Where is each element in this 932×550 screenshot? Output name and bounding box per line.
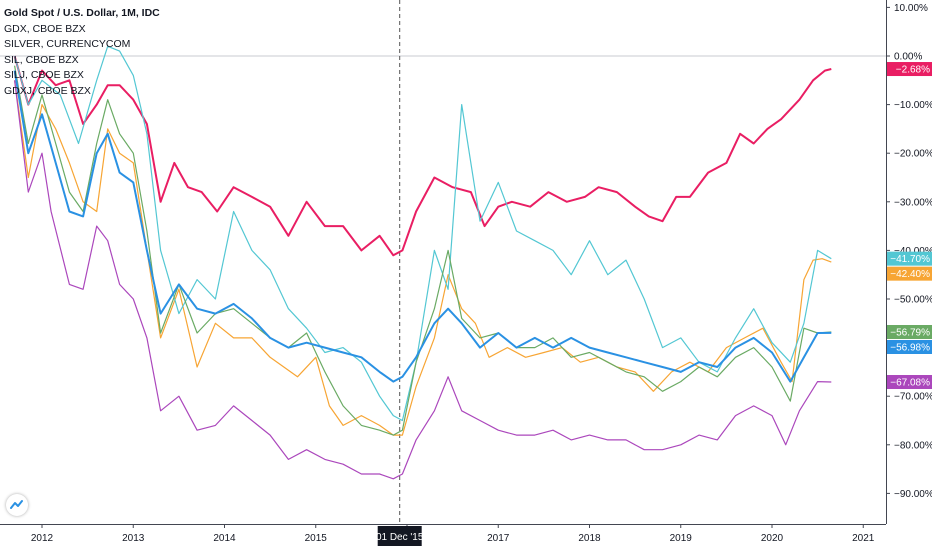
x-tick-label: 2019: [670, 533, 693, 544]
legend: Gold Spot / U.S. Dollar, 1M, IDC GDX, CB…: [4, 6, 160, 99]
y-tick-label: −70.00%: [894, 392, 932, 403]
y-tick-label: 10.00%: [894, 3, 928, 14]
crosshair-date-box: [377, 526, 422, 546]
series-line-gdx: [14, 80, 832, 436]
legend-item-gdxj[interactable]: GDXJ, CBOE BZX: [4, 84, 91, 97]
x-tick-label: 2017: [487, 533, 510, 544]
last-value-box-silj: [887, 339, 932, 354]
grid: [0, 0, 886, 524]
x-tick-label: 2021: [852, 533, 875, 544]
last-value-box-gdxj: [887, 375, 932, 390]
y-tick-label: −50.00%: [894, 295, 932, 306]
y-tick-label: −20.00%: [894, 149, 932, 160]
legend-item-silver[interactable]: SILVER, CURRENCYCOM: [4, 38, 131, 50]
series-layer: [13, 45, 832, 480]
series-line-sil: [14, 65, 832, 436]
series-line-silver: [14, 45, 832, 422]
y-tick-label: −90.00%: [894, 489, 932, 500]
last-value-box-silver: [887, 251, 932, 266]
legend-item-silj[interactable]: SILJ, CBOE BZX: [4, 69, 84, 81]
crosshair-date-label: 01 Dec '15: [376, 532, 424, 543]
series-line-gdxj: [14, 80, 832, 480]
legend-item-gdx[interactable]: GDX, CBOE BZX: [4, 22, 86, 35]
y-tick-label: −10.00%: [894, 100, 932, 111]
y-tick-label: −80.00%: [894, 440, 932, 451]
tradingview-logo-icon[interactable]: [6, 494, 28, 516]
last-value-box-gdx: [887, 266, 932, 281]
y-tick-label: 0.00%: [894, 52, 922, 63]
last-value-labels: −2.68% −41.70% −42.40% −56.79% −56.98% −67.08…: [887, 62, 932, 390]
last-value-label: −41.70%: [890, 254, 930, 265]
legend-item-sil[interactable]: SIL, CBOE BZX: [4, 53, 79, 66]
plot-background: [0, 0, 886, 524]
last-value-label: −2.68%: [896, 65, 930, 76]
y-tick-label: −40.00%: [894, 246, 932, 257]
x-tick-label: 2020: [761, 533, 784, 544]
last-value-label: −56.79%: [890, 327, 930, 338]
x-tick-label: 2018: [578, 533, 601, 544]
last-value-box-gold-spot-u-s-dollar: [887, 62, 932, 77]
last-value-label: −56.98%: [890, 342, 930, 353]
last-value-label: −67.08%: [890, 378, 930, 389]
x-tick-label: 2013: [122, 533, 145, 544]
x-tick-label: 2012: [31, 533, 54, 544]
series-line-gold-spot-u-s-dollar: [13, 55, 832, 257]
legend-item-gold[interactable]: Gold Spot / U.S. Dollar, 1M, IDC: [4, 7, 160, 19]
y-tick-label: −30.00%: [894, 197, 932, 208]
x-tick-label: 2015: [305, 533, 328, 544]
last-value-label: −42.40%: [890, 269, 930, 280]
last-value-box-sil: [887, 324, 932, 339]
series-line-silj: [13, 70, 832, 383]
x-tick-label: 2014: [213, 533, 236, 544]
